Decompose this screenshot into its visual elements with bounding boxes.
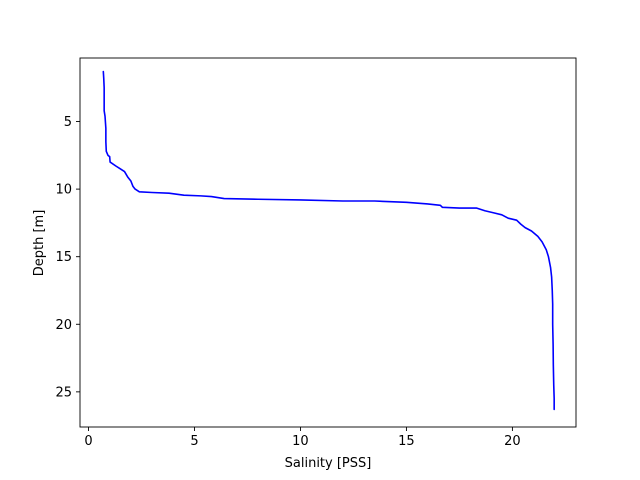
x-tick-label: 10 (292, 434, 309, 449)
x-tick-label: 5 (190, 434, 198, 449)
y-tick-label: 15 (55, 250, 72, 265)
axes-frame (79, 57, 577, 428)
series-line-0 (102, 70, 555, 411)
x-tick-label: 15 (398, 434, 415, 449)
plot-area (102, 70, 555, 411)
y-tick-label: 10 (55, 183, 72, 198)
x-tick-label: 20 (504, 434, 521, 449)
x-axis-label: Salinity [PSS] (285, 456, 372, 471)
y-axis-label: Depth [m] (32, 210, 47, 277)
y-tick-label: 25 (55, 385, 72, 400)
y-tick-label: 20 (55, 318, 72, 333)
axes: 0 5 10 15 20 5 10 15 20 25 (55, 57, 577, 449)
y-tick-label: 5 (64, 115, 72, 130)
x-tick-label: 0 (84, 434, 92, 449)
